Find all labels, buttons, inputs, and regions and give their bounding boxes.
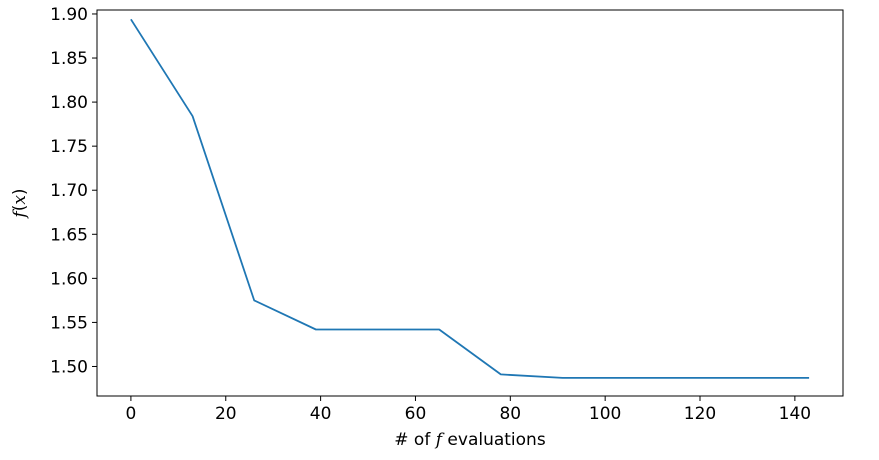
plot-frame [96,9,844,397]
y-tick-label: 1.75 [50,137,88,157]
series-line [130,18,810,379]
x-tick-label: 80 [499,404,521,424]
x-axis-ticks: 0 20 40 60 80 100 120 140 [125,396,811,424]
y-axis-ticks: 1.50 1.55 1.60 1.65 1.70 1.75 1.80 1.85 1.90 [50,5,97,377]
plot-marks [130,18,810,379]
x-tick-label: 140 [779,404,811,424]
y-tick-label: 1.70 [50,181,88,201]
x-axis-label: # of f evaluations [394,430,546,450]
y-axis-label-open-paren: ( [10,205,30,212]
y-axis-label-close-paren: ) [10,188,30,195]
x-axis-label-var: f [434,430,445,450]
x-axis-label-suffix: evaluations [442,430,546,450]
y-tick-label: 1.60 [50,269,88,289]
x-tick-label: 100 [589,404,621,424]
x-tick-label: 0 [125,404,136,424]
x-tick-label: 40 [310,404,332,424]
y-tick-label: 1.80 [50,93,88,113]
y-tick-label: 1.50 [50,357,88,377]
y-tick-label: 1.55 [50,313,88,333]
x-axis-label-prefix: # of [394,430,435,450]
y-tick-label: 1.90 [50,5,88,25]
y-axis-label-arg: x [10,195,30,205]
x-tick-label: 120 [684,404,716,424]
x-tick-label: 60 [405,404,427,424]
x-tick-label: 20 [215,404,237,424]
y-axis-label: f(x) [10,188,30,219]
y-tick-label: 1.85 [50,49,88,69]
y-tick-label: 1.65 [50,225,88,245]
y-axis-label-var: f [10,209,30,220]
